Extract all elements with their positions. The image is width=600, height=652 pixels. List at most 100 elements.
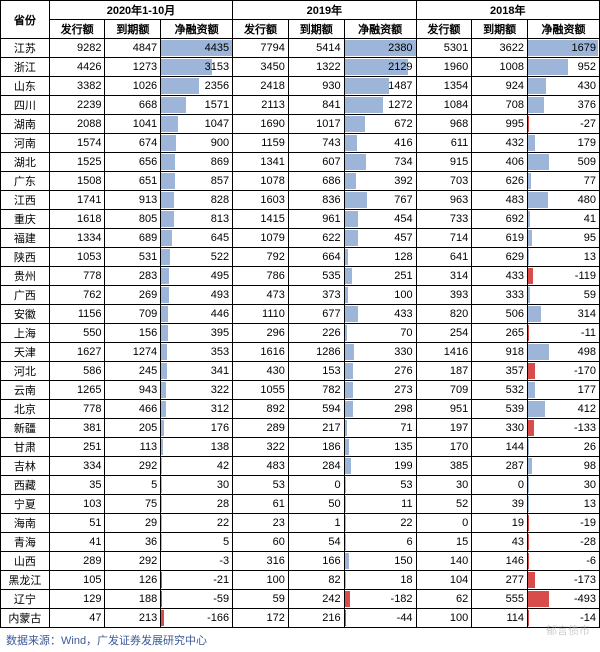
value-cell: 0 [416, 514, 472, 533]
value-cell: 254 [416, 324, 472, 343]
value-cell: 674 [105, 134, 161, 153]
value-cell: 166 [288, 552, 344, 571]
value-cell: 330 [472, 419, 528, 438]
value-cell: 532 [472, 381, 528, 400]
net-finance-cell: 672 [344, 115, 416, 134]
value-cell: 53 [233, 476, 289, 495]
net-finance-cell: -6 [528, 552, 600, 571]
net-finance-cell: 430 [528, 77, 600, 96]
value-cell: 1041 [105, 115, 161, 134]
net-finance-cell: 251 [344, 267, 416, 286]
net-finance-cell: 1047 [161, 115, 233, 134]
table-row: 河南15746749001159743416611432179 [1, 134, 600, 153]
value-cell: 205 [105, 419, 161, 438]
value-cell: 35 [49, 476, 105, 495]
value-cell: 113 [105, 438, 161, 457]
value-cell: 1084 [416, 96, 472, 115]
value-cell: 924 [472, 77, 528, 96]
value-cell: 668 [105, 96, 161, 115]
value-cell: 692 [472, 210, 528, 229]
province-cell: 湖南 [1, 115, 50, 134]
net-finance-cell: 498 [528, 343, 600, 362]
value-cell: 1508 [49, 172, 105, 191]
value-cell: 104 [416, 571, 472, 590]
net-finance-cell: 177 [528, 381, 600, 400]
value-cell: 1265 [49, 381, 105, 400]
value-cell: 188 [105, 590, 161, 609]
province-cell: 新疆 [1, 419, 50, 438]
value-cell: 385 [416, 457, 472, 476]
net-finance-cell: 5 [161, 533, 233, 552]
net-finance-cell: -27 [528, 115, 600, 134]
value-cell: 622 [288, 229, 344, 248]
value-cell: 334 [49, 457, 105, 476]
table-row: 陕西105353152279266412864162913 [1, 248, 600, 267]
value-cell: 1273 [105, 58, 161, 77]
value-cell: 432 [472, 134, 528, 153]
net-finance-cell: 828 [161, 191, 233, 210]
table-row: 湖南20881041104716901017672968995-27 [1, 115, 600, 134]
value-cell: 483 [233, 457, 289, 476]
net-finance-cell: 522 [161, 248, 233, 267]
table-row: 新疆38120517628921771197330-133 [1, 419, 600, 438]
value-cell: 242 [288, 590, 344, 609]
value-cell: 129 [49, 590, 105, 609]
value-cell: 913 [105, 191, 161, 210]
net-finance-cell: 392 [344, 172, 416, 191]
value-cell: 841 [288, 96, 344, 115]
net-finance-cell: 322 [161, 381, 233, 400]
table-row: 上海55015639529622670254265-11 [1, 324, 600, 343]
table-row: 湖北15256568691341607734915406509 [1, 153, 600, 172]
province-cell: 广东 [1, 172, 50, 191]
value-cell: 0 [288, 476, 344, 495]
value-cell: 186 [288, 438, 344, 457]
net-finance-cell: -3 [161, 552, 233, 571]
col-header: 净融资额 [528, 20, 600, 39]
value-cell: 292 [105, 457, 161, 476]
net-finance-cell: -170 [528, 362, 600, 381]
net-finance-cell: -119 [528, 267, 600, 286]
value-cell: 1110 [233, 305, 289, 324]
net-finance-cell: 70 [344, 324, 416, 343]
net-finance-cell: 416 [344, 134, 416, 153]
value-cell: 114 [472, 609, 528, 628]
value-cell: 0 [472, 476, 528, 495]
value-cell: 629 [472, 248, 528, 267]
value-cell: 75 [105, 495, 161, 514]
net-finance-cell: 2380 [344, 39, 416, 58]
value-cell: 930 [288, 77, 344, 96]
col-header: 发行额 [49, 20, 105, 39]
value-cell: 3622 [472, 39, 528, 58]
table-row: 广东1508651857107868639270362677 [1, 172, 600, 191]
value-cell: 41 [49, 533, 105, 552]
value-cell: 251 [49, 438, 105, 457]
net-finance-cell: 900 [161, 134, 233, 153]
table-row: 黑龙江105126-211008218104277-173 [1, 571, 600, 590]
value-cell: 1416 [416, 343, 472, 362]
value-cell: 1 [288, 514, 344, 533]
province-cell: 河北 [1, 362, 50, 381]
value-cell: 611 [416, 134, 472, 153]
value-cell: 322 [233, 438, 289, 457]
net-finance-cell: 314 [528, 305, 600, 324]
value-cell: 216 [288, 609, 344, 628]
net-finance-cell: -133 [528, 419, 600, 438]
value-cell: 607 [288, 153, 344, 172]
col-header: 到期额 [288, 20, 344, 39]
net-finance-cell: 41 [528, 210, 600, 229]
table-row: 江西17419138281603836767963483480 [1, 191, 600, 210]
province-header: 省份 [1, 1, 50, 39]
value-cell: 19 [472, 514, 528, 533]
table-row: 北京778466312892594298951539412 [1, 400, 600, 419]
net-finance-cell: 1679 [528, 39, 600, 58]
province-cell: 青海 [1, 533, 50, 552]
value-cell: 213 [105, 609, 161, 628]
value-cell: 1354 [416, 77, 472, 96]
net-finance-cell: 341 [161, 362, 233, 381]
value-cell: 473 [233, 286, 289, 305]
value-cell: 2088 [49, 115, 105, 134]
value-cell: 59 [233, 590, 289, 609]
value-cell: 961 [288, 210, 344, 229]
table-row: 安徽11567094461110677433820506314 [1, 305, 600, 324]
net-finance-cell: 480 [528, 191, 600, 210]
